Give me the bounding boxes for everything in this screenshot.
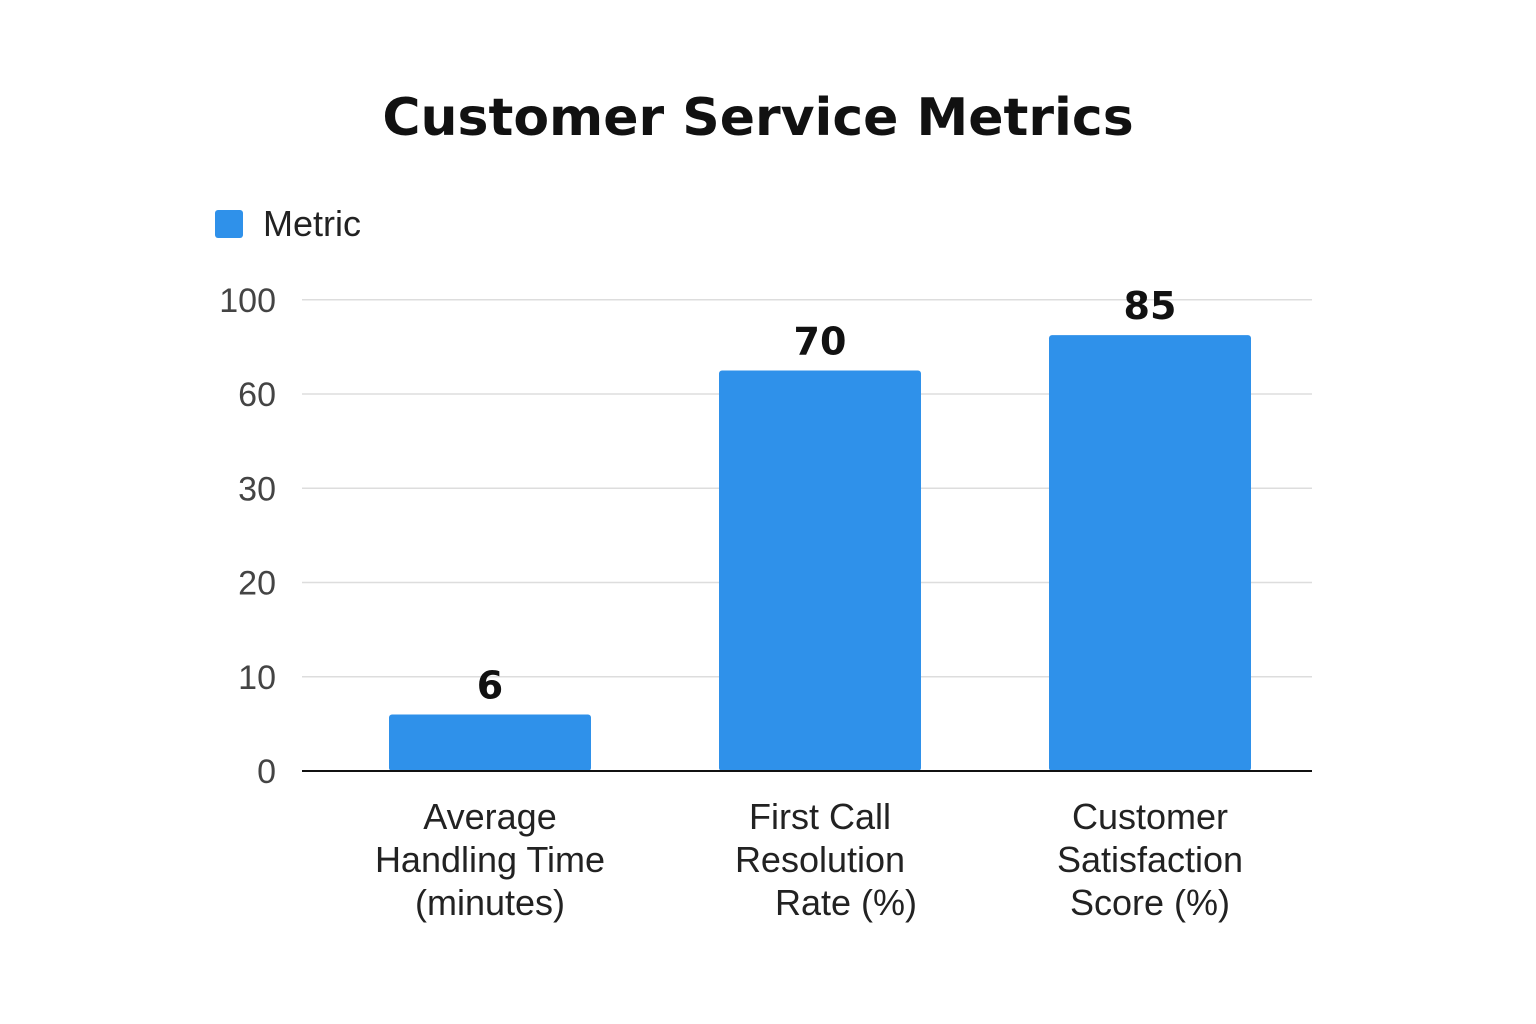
bar-value-label: 6 bbox=[477, 663, 503, 707]
x-category-label: Customer bbox=[1072, 796, 1228, 837]
x-category-label: (minutes) bbox=[415, 882, 565, 923]
x-category-label: Resolution bbox=[735, 839, 905, 880]
x-category-label: Score (%) bbox=[1070, 882, 1230, 923]
bar-value-label: 70 bbox=[794, 319, 847, 363]
legend-swatch bbox=[215, 210, 243, 238]
bar bbox=[1049, 335, 1251, 771]
x-category-label: Handling Time bbox=[375, 839, 605, 880]
bar bbox=[389, 714, 591, 771]
legend-label: Metric bbox=[263, 203, 361, 244]
bar-value-label: 85 bbox=[1124, 284, 1177, 328]
y-tick-label: 30 bbox=[238, 470, 276, 508]
data-labels: 6 70 85 bbox=[477, 284, 1177, 707]
x-category-label: Rate (%) bbox=[775, 882, 917, 923]
legend: Metric bbox=[215, 203, 361, 244]
bar bbox=[719, 370, 921, 771]
y-tick-label: 60 bbox=[238, 376, 276, 414]
y-tick-label: 10 bbox=[238, 659, 276, 697]
x-category-label: First Call bbox=[749, 796, 891, 837]
y-axis-ticks: 0 10 20 30 60 100 bbox=[219, 282, 276, 791]
y-tick-label: 0 bbox=[257, 753, 276, 791]
chart-title: Customer Service Metrics bbox=[382, 88, 1134, 148]
x-category-label: Satisfaction bbox=[1057, 839, 1243, 880]
y-tick-label: 20 bbox=[238, 565, 276, 603]
bars bbox=[389, 335, 1251, 771]
y-tick-label: 100 bbox=[219, 282, 276, 320]
x-category-label: Average bbox=[423, 796, 556, 837]
